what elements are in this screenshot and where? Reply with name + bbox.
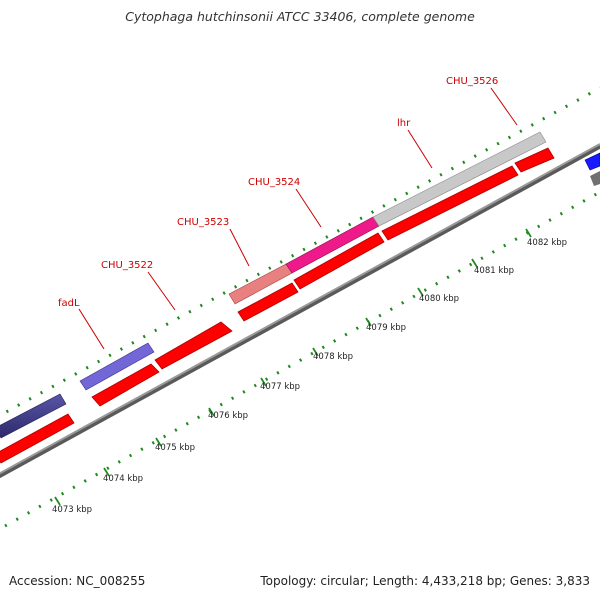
- gene-block-lhr[interactable]: [372, 131, 547, 227]
- gene-label-CHU_3522: CHU_3522: [101, 260, 153, 271]
- tick-label-4075: 4075 kbp: [155, 443, 195, 453]
- cds-arrow[interactable]: [514, 147, 555, 173]
- outer-tick-ruler: [0, 86, 600, 417]
- gene-label-CHU_3523: CHU_3523: [177, 217, 229, 228]
- tick-label-4076: 4076 kbp: [208, 411, 248, 421]
- gene-label-CHU_3524: CHU_3524: [248, 177, 300, 188]
- tick-label-4073: 4073 kbp: [52, 505, 92, 515]
- tick-label-4074: 4074 kbp: [103, 474, 143, 484]
- gene-block-grey-edge[interactable]: [590, 171, 600, 186]
- gene-label-lhr: lhr: [397, 118, 411, 129]
- gene-labels: fadL CHU_3522 CHU_3523 CHU_3524 lhr CHU_…: [58, 76, 498, 309]
- cds-track: [0, 147, 555, 464]
- cds-arrow[interactable]: [154, 321, 233, 370]
- gene-label-fadL: fadL: [58, 298, 80, 309]
- genome-backbone: [0, 143, 600, 479]
- gene-track: [0, 131, 600, 439]
- cds-arrow[interactable]: [381, 165, 519, 241]
- inner-tick-ruler: [4, 190, 600, 528]
- cds-arrow[interactable]: [0, 413, 75, 464]
- gene-block-blue-edge[interactable]: [584, 152, 600, 171]
- tick-label-4080: 4080 kbp: [419, 294, 459, 304]
- tick-label-4081: 4081 kbp: [474, 266, 514, 276]
- tick-label-4077: 4077 kbp: [260, 382, 300, 392]
- accession-text: Accession: NC_008255: [9, 574, 146, 588]
- cds-arrow[interactable]: [237, 282, 299, 322]
- tick-label-4079: 4079 kbp: [366, 323, 406, 333]
- tick-label-4082: 4082 kbp: [527, 238, 567, 248]
- gene-label-CHU_3526: CHU_3526: [446, 76, 498, 87]
- gene-block-fadL[interactable]: [79, 342, 155, 391]
- gene-block-dark[interactable]: [0, 393, 67, 439]
- cds-arrow[interactable]: [91, 363, 160, 407]
- cds-arrow[interactable]: [293, 232, 385, 290]
- tick-labels: 4073 kbp 4074 kbp 4075 kbp 4076 kbp 4077…: [52, 238, 567, 515]
- major-ticks: [54, 228, 532, 506]
- label-leaders: [78, 87, 518, 350]
- genome-summary: Topology: circular; Length: 4,433,218 bp…: [260, 574, 590, 588]
- tick-label-4078: 4078 kbp: [313, 352, 353, 362]
- map-title: Cytophaga hutchinsonii ATCC 33406, compl…: [125, 9, 475, 24]
